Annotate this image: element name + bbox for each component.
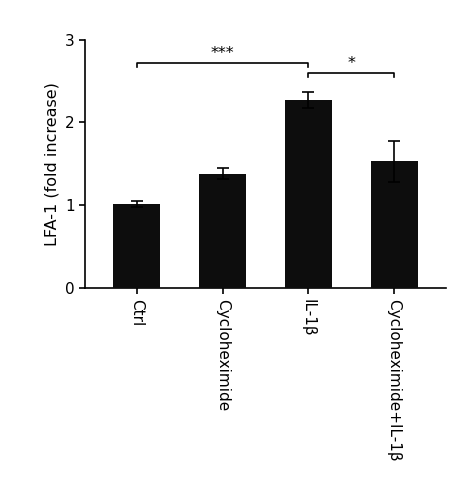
Text: ***: *** bbox=[211, 46, 234, 61]
Bar bbox=[285, 100, 332, 288]
Bar bbox=[113, 204, 160, 288]
Text: *: * bbox=[347, 56, 355, 71]
Y-axis label: LFA-1 (fold increase): LFA-1 (fold increase) bbox=[45, 82, 60, 246]
Bar bbox=[199, 174, 246, 288]
Bar bbox=[371, 161, 418, 288]
